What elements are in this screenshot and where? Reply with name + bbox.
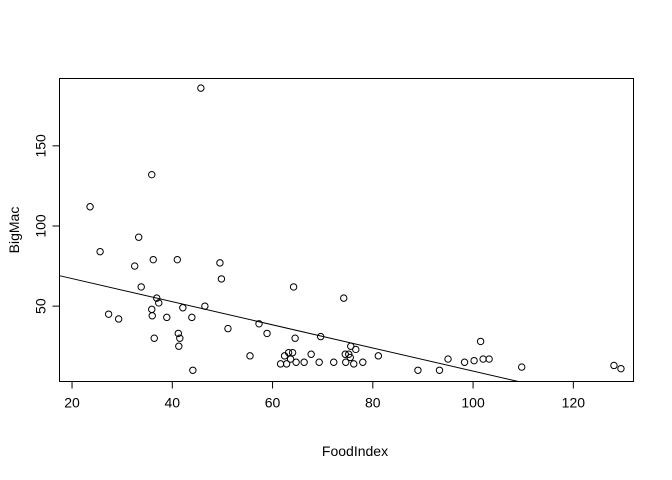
x-tick-label: 80 bbox=[365, 395, 381, 411]
y-axis: 50 100 150 bbox=[33, 134, 60, 314]
data-point bbox=[352, 345, 360, 354]
data-point bbox=[282, 360, 291, 368]
data-point bbox=[197, 84, 205, 92]
data-point bbox=[188, 313, 196, 322]
x-tick-label: 20 bbox=[64, 395, 80, 411]
data-point bbox=[255, 320, 263, 328]
data-point bbox=[476, 337, 485, 346]
regression-line-group bbox=[59, 275, 519, 382]
data-point bbox=[150, 334, 158, 342]
data-point bbox=[179, 304, 187, 312]
data-point bbox=[315, 358, 323, 366]
data-point bbox=[340, 294, 348, 302]
x-axis-label: FoodIndex bbox=[322, 443, 388, 459]
data-point bbox=[135, 233, 143, 241]
data-point bbox=[276, 360, 285, 368]
data-point bbox=[148, 305, 156, 314]
data-point bbox=[96, 247, 104, 256]
data-point bbox=[201, 302, 209, 310]
data-point bbox=[174, 329, 183, 338]
data-point bbox=[86, 203, 94, 211]
data-point bbox=[224, 324, 232, 333]
data-point bbox=[359, 358, 367, 366]
data-point bbox=[307, 350, 315, 358]
data-point bbox=[189, 366, 197, 374]
data-point bbox=[155, 299, 163, 307]
data-point bbox=[414, 366, 422, 374]
data-point bbox=[346, 353, 354, 362]
data-point bbox=[175, 342, 183, 350]
data-point bbox=[485, 355, 493, 363]
data-point bbox=[444, 355, 452, 363]
x-tick-label: 60 bbox=[265, 395, 281, 411]
data-point bbox=[617, 364, 625, 373]
x-tick-label: 120 bbox=[562, 395, 586, 411]
data-point bbox=[217, 275, 226, 283]
regression-line bbox=[59, 275, 519, 382]
y-tick-label: 150 bbox=[33, 134, 49, 158]
data-point bbox=[470, 356, 478, 365]
data-point bbox=[246, 352, 254, 360]
y-tick-label: 50 bbox=[33, 298, 49, 314]
data-point bbox=[104, 310, 113, 318]
data-point bbox=[300, 358, 308, 366]
data-point bbox=[610, 361, 618, 370]
data-point bbox=[173, 255, 182, 264]
data-point bbox=[137, 283, 145, 291]
data-point bbox=[479, 355, 487, 363]
data-point bbox=[149, 255, 157, 264]
data-point bbox=[263, 329, 271, 338]
data-point bbox=[289, 283, 298, 291]
data-point bbox=[291, 334, 299, 342]
data-points bbox=[86, 84, 625, 374]
data-point bbox=[114, 315, 123, 323]
data-point bbox=[148, 312, 156, 320]
data-point bbox=[176, 334, 184, 342]
data-point bbox=[284, 348, 293, 357]
x-tick-label: 100 bbox=[461, 395, 485, 411]
data-point bbox=[342, 358, 350, 366]
data-point bbox=[216, 259, 224, 267]
data-point bbox=[148, 170, 156, 179]
data-point bbox=[350, 360, 358, 368]
data-point bbox=[316, 332, 325, 341]
data-point bbox=[288, 348, 297, 357]
x-axis: 20 40 60 80 100 120 bbox=[64, 381, 586, 411]
data-point bbox=[163, 313, 171, 322]
data-point bbox=[435, 366, 444, 374]
data-point bbox=[330, 358, 338, 366]
data-point bbox=[518, 363, 526, 371]
y-axis-label: BigMac bbox=[6, 207, 22, 254]
data-point bbox=[286, 355, 295, 363]
plot-frame bbox=[59, 78, 634, 382]
data-point bbox=[460, 358, 469, 366]
data-point bbox=[292, 358, 300, 366]
data-point bbox=[374, 352, 383, 360]
data-point bbox=[153, 294, 161, 302]
data-point bbox=[130, 262, 139, 270]
x-tick-label: 40 bbox=[165, 395, 181, 411]
y-tick-label: 100 bbox=[33, 214, 49, 238]
